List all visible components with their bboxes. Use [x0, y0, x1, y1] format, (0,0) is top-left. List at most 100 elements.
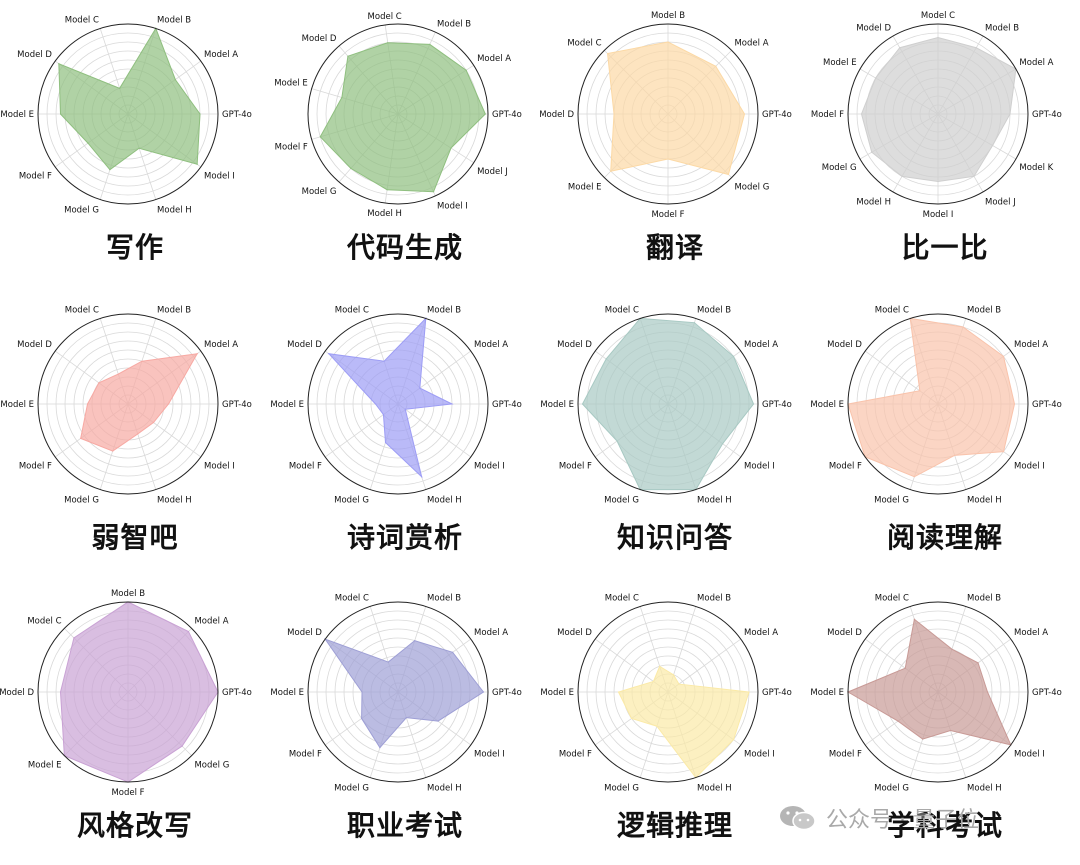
- outer-ring: [307, 601, 489, 783]
- data-point: [732, 355, 735, 357]
- axis-label: Model C: [368, 12, 402, 22]
- data-point: [414, 640, 416, 642]
- axis-label: Model B: [967, 594, 1001, 604]
- series-area: [319, 42, 486, 193]
- spoke-line: [397, 403, 472, 458]
- axis-label: GPT-4o: [492, 110, 522, 120]
- data-point: [437, 720, 439, 722]
- axis-label: Model E: [0, 400, 34, 410]
- data-point: [141, 360, 143, 362]
- data-point: [975, 47, 977, 49]
- data-point: [1009, 113, 1011, 115]
- axis-label: Model D: [302, 34, 337, 44]
- data-point: [152, 421, 155, 424]
- chart-title: 逻辑推理: [616, 809, 733, 842]
- chart-title: 学科考试: [886, 809, 1003, 842]
- axis-label: GPT-4o: [1032, 400, 1062, 410]
- axis-label: Model B: [985, 24, 1019, 34]
- axis-label: Model C: [65, 306, 99, 316]
- axis-label: Model G: [64, 495, 99, 505]
- data-point: [404, 408, 406, 410]
- radar-chart-6: GPT-4o Model A Model B Model C Model D Model …: [270, 290, 540, 577]
- data-point: [361, 691, 363, 693]
- data-point: [949, 729, 952, 732]
- axis-label: Model I: [744, 749, 775, 759]
- axis-label: Model G: [334, 783, 369, 793]
- axis-label: Model G: [604, 783, 639, 793]
- data-point: [383, 360, 385, 362]
- outer-ring: [577, 601, 759, 783]
- radar-plot: GPT-4o Model A Model B Model C Model D Model …: [0, 306, 251, 506]
- data-point: [109, 169, 111, 171]
- axis-label: Model B: [697, 306, 731, 316]
- chart-title: 写作: [105, 231, 164, 264]
- outer-ring: [37, 313, 219, 495]
- data-point: [743, 113, 746, 115]
- data-point: [196, 163, 198, 165]
- radar-plot: GPT-4o Model A Model B Model C Model D Model …: [810, 594, 1062, 794]
- data-point: [196, 353, 198, 355]
- data-point: [387, 42, 389, 44]
- radar-chart-9: GPT-4o Model A Model B Model C Model D Model …: [0, 578, 270, 865]
- axis-label: Model A: [1014, 628, 1048, 638]
- axis-label: GPT-4o: [222, 110, 252, 120]
- axis-label: Model G: [64, 205, 99, 215]
- axis-label: Model E: [28, 760, 62, 770]
- data-point: [382, 413, 385, 416]
- outer-ring: [37, 601, 219, 783]
- data-point: [748, 691, 750, 693]
- outer-ring: [577, 23, 759, 205]
- radar-chart-8: GPT-4o Model A Model B Model C Model D Model …: [810, 290, 1080, 577]
- axis-label: Model F: [829, 461, 862, 471]
- data-point: [667, 158, 669, 160]
- chart-title: 代码生成: [346, 231, 463, 264]
- data-point: [977, 662, 979, 664]
- data-point: [187, 630, 190, 633]
- axis-label: GPT-4o: [1032, 688, 1062, 698]
- data-point: [59, 113, 62, 115]
- watermark-text: 公众号 · 量子位: [826, 808, 979, 833]
- data-point: [652, 680, 655, 683]
- spoke-line: [667, 638, 742, 693]
- axis-label: Model I: [204, 461, 235, 471]
- axis-label: Model E: [540, 400, 574, 410]
- data-point: [465, 69, 467, 71]
- data-point: [360, 717, 363, 720]
- data-point: [167, 403, 170, 405]
- axis-label: GPT-4o: [762, 110, 792, 120]
- data-point: [341, 96, 343, 99]
- axis-label: Model G: [734, 182, 769, 192]
- axis-label: Model C: [605, 306, 639, 316]
- data-point: [421, 476, 423, 478]
- series-area: [860, 36, 1017, 183]
- axis-label: Model I: [923, 210, 954, 220]
- radar-plot: GPT-4o Model A Model B Model C Model D Model …: [270, 306, 522, 506]
- data-point: [901, 175, 903, 177]
- radar-chart-7: GPT-4o Model A Model B Model C Model D Model …: [540, 290, 810, 577]
- axis-label: Model G: [604, 495, 639, 505]
- data-point: [452, 651, 454, 653]
- axis-label: Model B: [157, 16, 191, 26]
- axis-label: GPT-4o: [492, 400, 522, 410]
- data-point: [199, 113, 201, 115]
- axis-label: Model B: [967, 306, 1001, 316]
- axis-label: Model F: [19, 461, 52, 471]
- data-point: [693, 322, 696, 324]
- data-point: [405, 717, 407, 719]
- axis-label: Model B: [651, 11, 685, 21]
- axis-label: Model G: [302, 187, 337, 197]
- radar-chart-2: GPT-4o Model A Model B Model C Model D Model …: [270, 0, 540, 287]
- axis-label: Model K: [1019, 163, 1053, 173]
- axis-label: Model I: [474, 461, 505, 471]
- chart-title: 阅读理解: [886, 521, 1003, 554]
- data-point: [752, 403, 755, 405]
- data-point: [1002, 451, 1005, 453]
- chart-title: 诗词赏析: [346, 521, 463, 554]
- data-point: [656, 725, 658, 727]
- data-point: [732, 739, 735, 741]
- axis-label: Model C: [335, 306, 369, 316]
- data-point: [137, 433, 139, 435]
- data-point: [581, 403, 584, 405]
- axis-label: GPT-4o: [762, 400, 792, 410]
- data-point: [374, 403, 377, 405]
